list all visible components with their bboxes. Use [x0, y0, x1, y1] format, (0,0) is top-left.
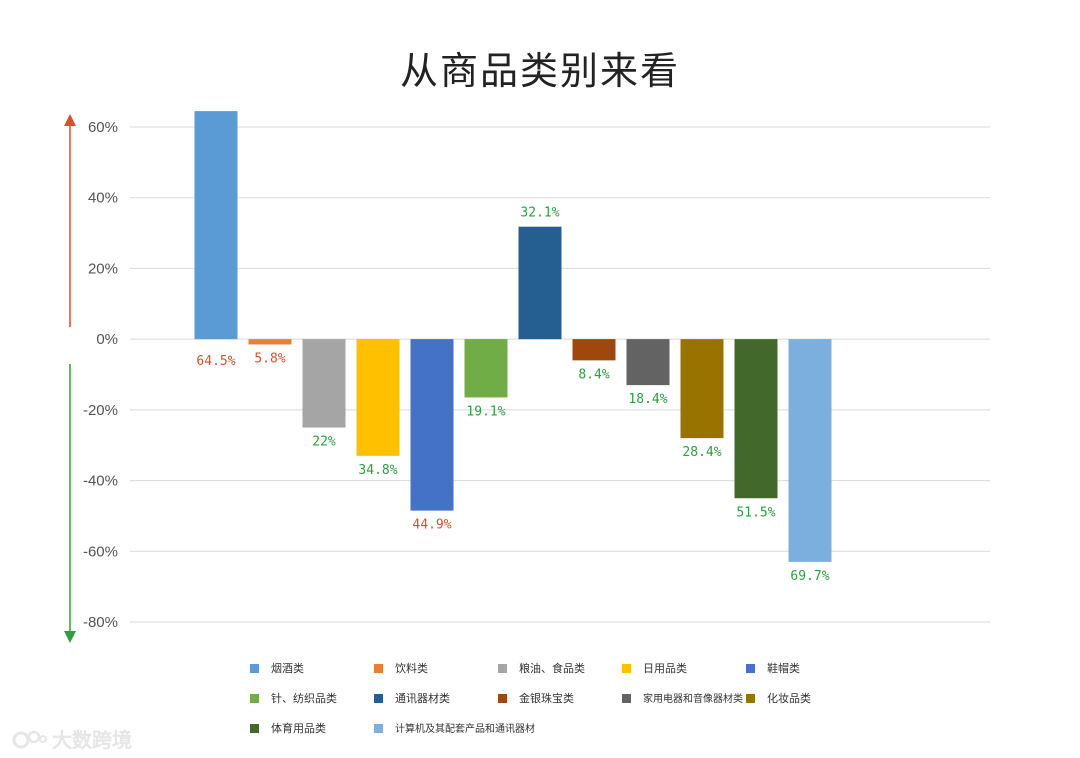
y-tick-label: -80%: [83, 614, 118, 631]
data-label: 5.8%: [254, 351, 285, 366]
legend-item: 体育用品类: [250, 720, 326, 736]
bar: [680, 339, 724, 439]
data-label: 44.9%: [412, 518, 451, 533]
legend-swatch: [374, 664, 383, 673]
bar: [626, 339, 670, 386]
data-label: 18.4%: [628, 392, 667, 407]
data-labels: 64.5% 5.8% 22% 34.8% 44.9% 19.1% 32.1% 8.4% 18.4…: [196, 206, 829, 584]
legend-swatch: [374, 724, 383, 733]
bar: [248, 339, 292, 345]
legend-label: 家用电器和音像器材类: [643, 694, 743, 705]
legend-label: 体育用品类: [271, 722, 326, 735]
y-tick-label: 40%: [88, 190, 118, 207]
watermark-text: 大数跨境: [52, 728, 132, 752]
legend-item: 计算机及其配套产品和通讯器材: [374, 720, 535, 735]
legend-label: 针、纺织品类: [271, 692, 337, 705]
bar: [734, 339, 778, 499]
y-tick-label: -20%: [83, 402, 118, 419]
y-tick-label: 20%: [88, 260, 118, 277]
bar: [518, 226, 562, 340]
legend-label: 通讯器材类: [395, 692, 450, 705]
legend-label: 粮油、食品类: [519, 662, 585, 675]
legend-item: 金银珠宝类: [498, 690, 574, 706]
y-tick-label: 0%: [96, 331, 118, 348]
bar: [410, 339, 454, 511]
data-label: 28.4%: [682, 445, 721, 460]
data-label: 64.5%: [196, 354, 235, 369]
watermark: 大数跨境: [12, 724, 132, 753]
gridlines: [130, 126, 990, 623]
legend-item: 针、纺织品类: [250, 690, 337, 706]
legend-label: 金银珠宝类: [519, 692, 574, 705]
bar: [572, 339, 616, 361]
y-tick-label: 60%: [88, 119, 118, 136]
legend-label: 烟酒类: [271, 662, 304, 675]
legend-swatch: [250, 694, 259, 703]
chart-title: 从商品类别来看: [399, 49, 680, 93]
legend-label: 饮料类: [395, 662, 428, 675]
legend-item: 饮料类: [374, 660, 428, 676]
data-label: 69.7%: [790, 569, 829, 584]
data-label: 22%: [312, 435, 336, 450]
legend-swatch: [498, 694, 507, 703]
legend-item: 通讯器材类: [374, 690, 450, 706]
legend-swatch: [746, 664, 755, 673]
y-tick-label: -40%: [83, 473, 118, 490]
legend-item: 鞋帽类: [746, 660, 800, 676]
legend-item: 粮油、食品类: [498, 660, 585, 676]
legend-swatch: [746, 694, 755, 703]
legend-swatch: [498, 664, 507, 673]
legend-item: 日用品类: [622, 660, 687, 676]
bar: [788, 339, 832, 562]
legend-label: 化妆品类: [767, 692, 811, 705]
data-label: 8.4%: [578, 367, 609, 382]
legend-swatch: [250, 724, 259, 733]
bar: [302, 339, 346, 428]
bar: [356, 339, 400, 456]
legend-item: 家用电器和音像器材类: [622, 690, 743, 705]
legend-swatch: [622, 694, 631, 703]
legend-swatch: [250, 664, 259, 673]
legend-item: 化妆品类: [746, 690, 811, 706]
bar: [464, 339, 508, 398]
legend-label: 日用品类: [643, 662, 687, 675]
bar: [194, 111, 238, 340]
legend-item: 烟酒类: [250, 660, 304, 676]
direction-arrows: [64, 114, 76, 643]
bars: [194, 111, 832, 562]
data-label: 19.1%: [466, 404, 505, 419]
legend-swatch: [374, 694, 383, 703]
legend-label: 计算机及其配套产品和通讯器材: [395, 724, 535, 735]
data-label: 34.8%: [358, 463, 397, 478]
legend-label: 鞋帽类: [767, 662, 800, 675]
y-tick-label: -60%: [83, 543, 118, 560]
y-axis: 60% 40% 20% 0% -20% -40% -60% -80%: [83, 119, 118, 631]
legend-swatch: [622, 664, 631, 673]
data-label: 51.5%: [736, 505, 775, 520]
watermark-logo-icon: [12, 730, 47, 749]
data-label: 32.1%: [520, 206, 559, 221]
down-arrow-head-icon: [64, 631, 76, 643]
up-arrow-head-icon: [64, 114, 76, 126]
